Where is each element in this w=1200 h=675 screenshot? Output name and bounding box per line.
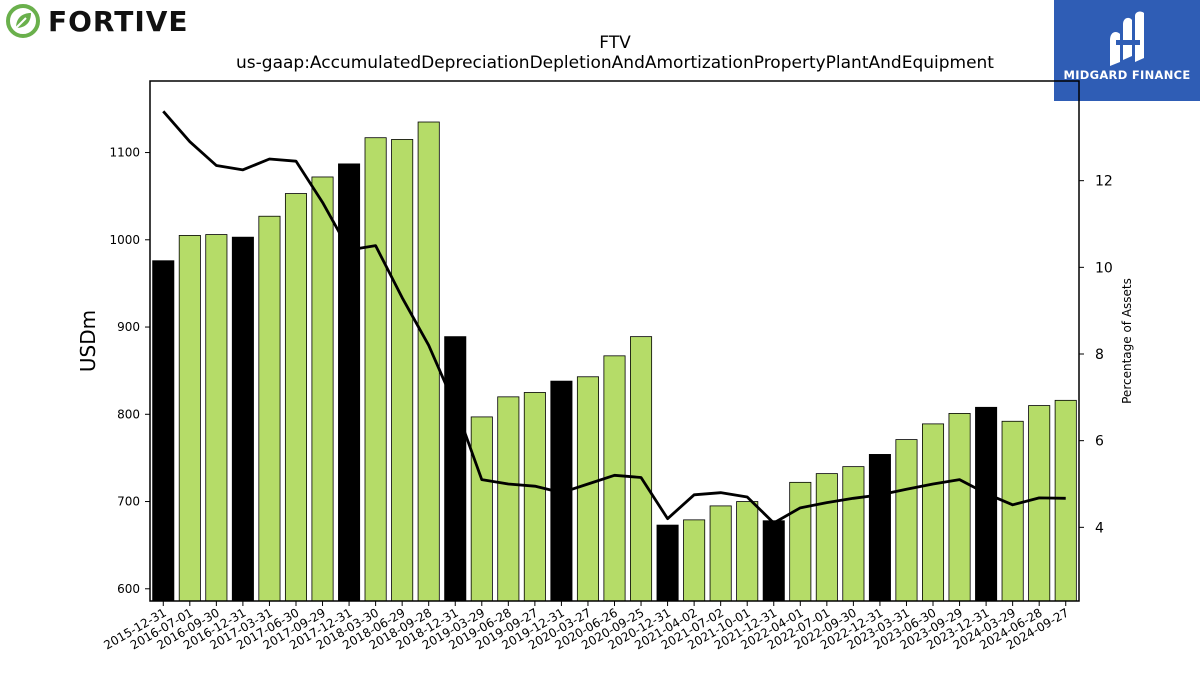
bar-2021-10-01 — [736, 501, 759, 602]
y-tick-label-1100: 1100 — [109, 146, 140, 160]
bar-2015-12-31 — [152, 260, 175, 602]
bar-2020-03-27 — [576, 376, 599, 602]
bar-2019-09-27 — [523, 392, 546, 602]
midgard-mark-icon — [1110, 11, 1144, 66]
bar-2023-06-30 — [922, 423, 945, 602]
bar-2016-07-01 — [178, 235, 201, 602]
bar-2021-04-02 — [683, 519, 706, 602]
bar-2021-12-31 — [762, 520, 785, 602]
bar-2023-09-29 — [948, 413, 971, 602]
bar-2019-06-28 — [497, 396, 520, 602]
y-axis-right-label: Percentage of Assets — [1120, 278, 1134, 404]
bar-2024-09-27 — [1054, 399, 1077, 602]
y-right-tick-label-6: 6 — [1095, 434, 1104, 450]
bar-2016-09-30 — [205, 234, 228, 602]
y-right-tick-label-10: 10 — [1095, 260, 1113, 276]
y-tick-label-700: 700 — [117, 495, 140, 509]
y-right-tick-label-8: 8 — [1095, 347, 1104, 363]
fortive-leaf-icon — [6, 4, 40, 38]
bar-2018-06-29 — [391, 139, 414, 602]
y-axis-label: USDm — [76, 310, 100, 372]
publisher-name: MIDGARD FINANCE — [1063, 68, 1191, 82]
bar-2020-12-31 — [656, 524, 679, 602]
y-tick-label-1000: 1000 — [109, 233, 140, 247]
bar-2023-03-31 — [895, 439, 918, 602]
bar-2022-07-01 — [815, 473, 838, 602]
bar-2017-12-31 — [338, 163, 361, 602]
y-tick-label-900: 900 — [117, 320, 140, 334]
bar-2018-12-31 — [444, 336, 467, 602]
y-right-tick-label-12: 12 — [1095, 174, 1113, 190]
bar-2020-09-25 — [630, 336, 653, 602]
chart-title: FTV — [599, 33, 631, 53]
bar-2023-12-31 — [975, 406, 998, 602]
y-tick-label-800: 800 — [117, 407, 140, 421]
y-right-tick-label-4: 4 — [1095, 520, 1104, 536]
percentage-line — [162, 110, 1066, 525]
bar-2016-12-31 — [231, 236, 254, 602]
bar-2018-03-30 — [364, 137, 387, 602]
bar-2017-06-30 — [284, 193, 307, 602]
bar-2017-03-31 — [258, 215, 281, 602]
bar-2024-06-28 — [1028, 405, 1051, 602]
bar-2021-07-02 — [709, 505, 732, 602]
bar-2024-03-29 — [1001, 420, 1024, 602]
y-tick-label-600: 600 — [117, 582, 140, 596]
midgard-finance-badge: MIDGARD FINANCE — [1054, 0, 1200, 101]
company-name: FORTIVE — [48, 4, 189, 38]
bar-2017-09-29 — [311, 176, 334, 602]
bar-2022-12-31 — [868, 454, 891, 602]
chart-subtitle: us-gaap:AccumulatedDepreciationDepletion… — [236, 53, 994, 73]
bar-2022-09-30 — [842, 466, 865, 602]
bar-2022-04-01 — [789, 481, 812, 602]
fortive-logo: FORTIVE — [6, 4, 189, 38]
bar-2019-03-29 — [470, 416, 493, 602]
